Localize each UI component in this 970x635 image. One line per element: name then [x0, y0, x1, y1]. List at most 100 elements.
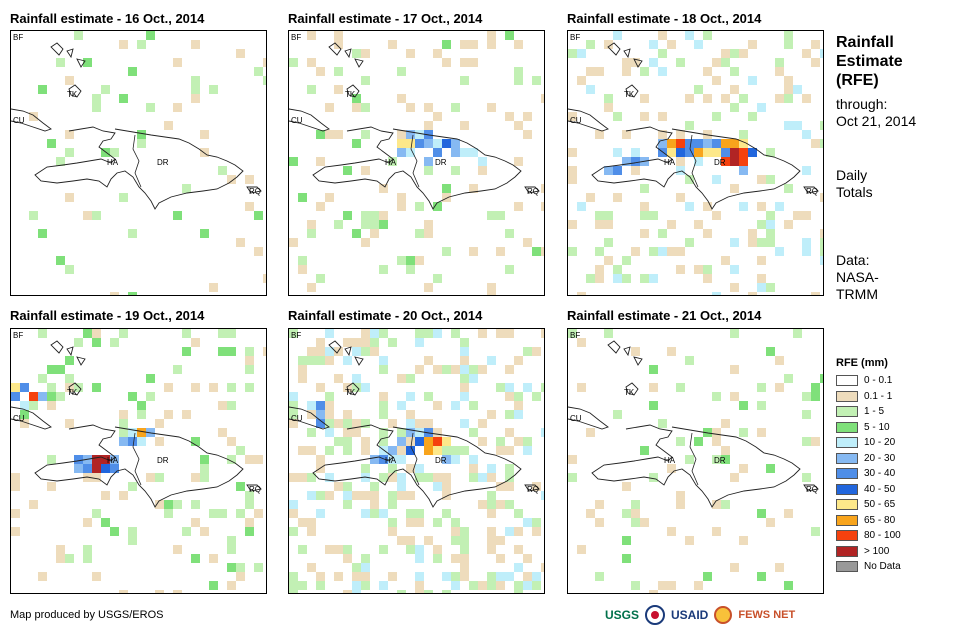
rain-cell — [460, 527, 469, 536]
rain-cell — [164, 500, 173, 509]
rain-cell — [343, 166, 352, 175]
rain-cell — [757, 256, 766, 265]
rain-cell — [352, 49, 361, 58]
rain-cell — [640, 112, 649, 121]
rain-cell — [676, 437, 685, 446]
rain-cell — [307, 58, 316, 67]
rain-cell — [775, 563, 784, 572]
rain-cell — [568, 49, 577, 58]
map-label-ha: HA — [664, 456, 676, 465]
rain-cell — [676, 58, 685, 67]
rain-cell — [245, 518, 254, 527]
rain-cell — [442, 482, 451, 491]
rain-cell — [568, 220, 577, 229]
rain-cell — [577, 338, 586, 347]
rain-cell — [496, 572, 505, 581]
rain-cell — [245, 347, 254, 356]
rain-cell — [433, 112, 442, 121]
rain-cell — [379, 473, 388, 482]
rain-cell — [289, 58, 298, 67]
rain-cell — [20, 401, 29, 410]
rain-cell — [298, 473, 307, 482]
rain-cell — [604, 329, 613, 338]
rain-cell — [496, 211, 505, 220]
rain-cell — [379, 392, 388, 401]
rain-cell — [92, 94, 101, 103]
rain-cell — [514, 581, 523, 590]
rain-cell — [379, 365, 388, 374]
legend-label: 5 - 10 — [864, 421, 890, 433]
rain-cell — [352, 338, 361, 347]
rain-cell — [379, 265, 388, 274]
rain-cell — [460, 338, 469, 347]
rain-cell — [694, 40, 703, 49]
rain-cell — [730, 103, 739, 112]
rain-cell — [218, 428, 227, 437]
rain-cell — [334, 40, 343, 49]
rain-cell — [532, 347, 541, 356]
rain-cell — [460, 76, 469, 85]
rain-cell — [200, 527, 209, 536]
rain-cell — [227, 536, 236, 545]
rain-cell — [694, 85, 703, 94]
rain-cell — [631, 148, 640, 157]
rain-cell — [460, 536, 469, 545]
rain-cell — [469, 428, 478, 437]
rain-cell — [568, 329, 577, 338]
rain-cell — [739, 202, 748, 211]
rain-cell — [47, 392, 56, 401]
rain-cell — [766, 148, 775, 157]
rain-cell — [352, 229, 361, 238]
rain-cell — [370, 220, 379, 229]
rain-cell — [568, 175, 577, 184]
rain-cell — [406, 49, 415, 58]
rain-cell — [694, 437, 703, 446]
cuba-coast — [11, 406, 52, 430]
rain-cell — [415, 139, 424, 148]
panel-title-oct19: Rainfall estimate - 19 Oct., 2014 — [10, 308, 205, 323]
rain-cell — [406, 103, 415, 112]
rain-cell — [730, 473, 739, 482]
rain-cell — [415, 202, 424, 211]
rain-cell — [793, 211, 802, 220]
rain-cell — [245, 455, 254, 464]
rain-cell — [820, 121, 823, 130]
rain-cell — [595, 572, 604, 581]
map-panel-oct19: BF CU TK HA DR RQ — [10, 328, 267, 594]
rain-cell — [685, 121, 694, 130]
rain-cell — [334, 374, 343, 383]
rain-cell — [128, 482, 137, 491]
rain-cell — [424, 229, 433, 238]
rain-cell — [370, 338, 379, 347]
rain-cell — [784, 184, 793, 193]
rain-cell — [227, 563, 236, 572]
rain-cell — [379, 446, 388, 455]
rain-cell — [784, 76, 793, 85]
rain-cell — [83, 58, 92, 67]
rain-cell — [451, 536, 460, 545]
rain-cell — [74, 383, 83, 392]
rain-cell — [703, 31, 712, 40]
rain-cell — [820, 49, 823, 58]
rain-cell — [289, 329, 298, 338]
rain-cell — [307, 401, 316, 410]
rain-cell — [811, 527, 820, 536]
rain-cell — [658, 130, 667, 139]
legend-swatch — [836, 514, 858, 526]
rain-cell — [343, 491, 352, 500]
rain-cell — [361, 554, 370, 563]
rain-cell — [433, 446, 442, 455]
rain-cell — [496, 437, 505, 446]
rain-cell — [523, 112, 532, 121]
rain-cell — [685, 455, 694, 464]
rain-cell — [514, 67, 523, 76]
rain-cell — [254, 509, 263, 518]
rain-cell — [757, 103, 766, 112]
map-label-tk: TK — [624, 388, 635, 397]
rain-cell — [343, 437, 352, 446]
rain-cell — [38, 329, 47, 338]
rain-cell — [137, 428, 146, 437]
rain-cell — [721, 58, 730, 67]
rain-cell — [128, 536, 137, 545]
rain-cell — [191, 94, 200, 103]
